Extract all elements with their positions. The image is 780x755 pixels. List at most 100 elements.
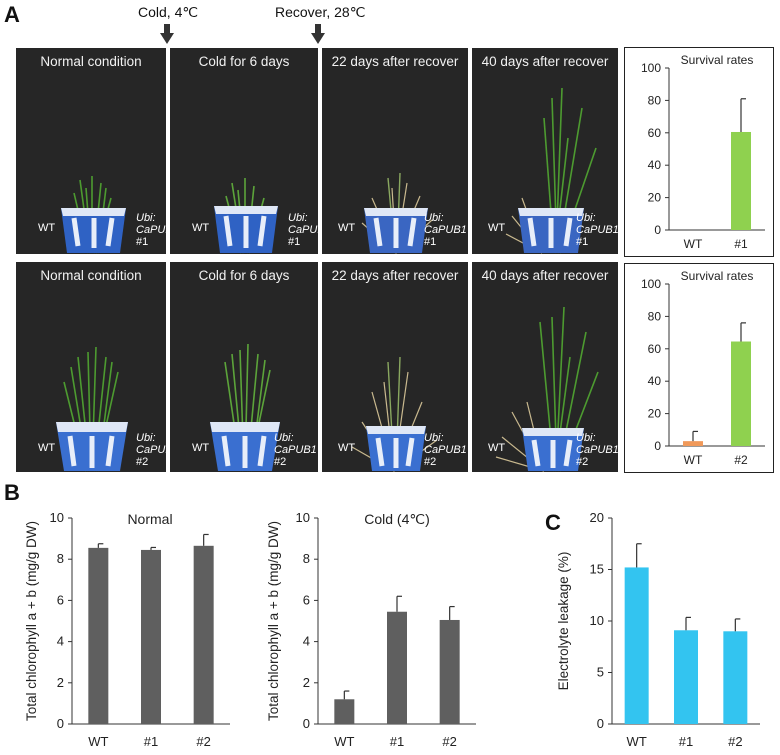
y-tick-label: 80 <box>648 93 662 107</box>
bar <box>731 131 751 230</box>
transgenic-line3: #2 <box>576 456 589 468</box>
y-tick-label: 60 <box>648 126 662 140</box>
transgenic-label: Ubi: CaPUB1 #1 <box>576 212 618 248</box>
transgenic-label: Ubi: CaPUB1 #1 <box>288 212 318 248</box>
y-axis-label: Electrolyte leakage (%) <box>556 552 571 691</box>
bar <box>439 619 460 724</box>
bar <box>683 441 703 446</box>
transgenic-line1: Ubi: <box>424 212 444 224</box>
y-axis-label: Total chlorophyll a + b (mg/g DW) <box>266 521 281 721</box>
survival-rates-chart-2: 0 20 40 60 80 100 Survival rates WT #2 <box>641 269 765 467</box>
wt-label: WT <box>488 222 506 234</box>
transgenic-line2: CaPUB1 <box>424 444 467 456</box>
y-tick-label: 100 <box>641 61 661 75</box>
panel-label-a: A <box>4 2 20 27</box>
transgenic-line3: #2 <box>274 456 287 468</box>
photo-title: Normal condition <box>40 54 142 69</box>
photo-row1-normal: Normal condition WT Ubi: CaPUB1 #1 <box>16 48 166 254</box>
transgenic-line2: CaPUB1 <box>576 444 618 456</box>
rice-plant-image <box>361 172 433 254</box>
photo-title: 40 days after recover <box>481 54 609 69</box>
x-tick-label: #2 <box>734 453 748 467</box>
rice-plant-image <box>61 176 126 254</box>
transgenic-line1: Ubi: <box>424 432 444 444</box>
survival-rates-chart-1: 0 20 40 60 80 100 Survival rates WT #1 <box>641 53 765 251</box>
transgenic-line1: Ubi: <box>576 212 596 224</box>
transgenic-line3: #1 <box>136 236 149 248</box>
bar <box>731 341 751 446</box>
transgenic-line1: Ubi: <box>288 212 308 224</box>
y-tick-label: 10 <box>590 613 604 628</box>
y-tick-label: 6 <box>57 592 64 607</box>
x-tick-label: #1 <box>390 734 404 749</box>
y-tick-label: 8 <box>303 551 310 566</box>
y-tick-label: 10 <box>50 510 64 525</box>
y-tick-label: 2 <box>57 675 64 690</box>
rice-plant-image <box>351 356 438 472</box>
transgenic-label: Ubi: CaPUB1 #2 <box>136 432 166 468</box>
wt-label: WT <box>338 222 356 234</box>
y-tick-label: 0 <box>654 223 661 237</box>
transgenic-label: Ubi: CaPUB1 #2 <box>424 432 467 468</box>
bar <box>334 699 355 724</box>
y-tick-label: 60 <box>648 342 662 356</box>
transgenic-line2: CaPUB1 <box>136 444 166 456</box>
y-tick-label: 5 <box>597 665 604 680</box>
x-tick-label: #1 <box>144 734 158 749</box>
x-tick-label: #2 <box>196 734 210 749</box>
cold-marker-label: Cold, 4℃ <box>138 4 199 20</box>
down-arrow-icon <box>160 24 174 44</box>
panel-label-c: C <box>545 510 561 535</box>
transgenic-line2: CaPUB1 <box>424 224 467 236</box>
bar <box>141 549 161 724</box>
bar <box>674 630 698 724</box>
bar <box>88 547 109 724</box>
photo-row1-cold: Cold for 6 days WT Ubi: CaPUB1 #1 <box>170 48 318 254</box>
transgenic-label: Ubi: CaPUB1 #2 <box>274 432 317 468</box>
survival-chart-1-frame: 0 20 40 60 80 100 Survival rates WT #1 <box>624 47 774 257</box>
rice-plant-image <box>495 306 599 472</box>
transgenic-line2: CaPUB1 <box>136 224 166 236</box>
transgenic-label: Ubi: CaPUB1 #1 <box>136 212 166 248</box>
chlorophyll-normal-chart: 0 2 4 6 8 10 Normal Total chlorophyll a + b (mg… <box>24 510 230 749</box>
transgenic-line1: Ubi: <box>576 432 596 444</box>
y-tick-label: 4 <box>57 634 64 649</box>
transgenic-line3: #1 <box>288 236 301 248</box>
x-tick-label: #1 <box>734 237 748 251</box>
photo-row2-cold: Cold for 6 days WT Ubi: CaPUB1 #2 <box>170 262 318 472</box>
y-tick-label: 10 <box>296 510 310 525</box>
photo-row1-40days: 40 days after recover WT Ubi: CaPUB1 #1 <box>472 48 618 254</box>
recover-marker-label: Recover, 28℃ <box>275 4 366 20</box>
photo-row1-22days: 22 days after recover WT Ubi: CaPUB1 #1 <box>322 48 468 254</box>
panel-label-b: B <box>4 480 20 505</box>
x-tick-label: WT <box>334 734 354 749</box>
transgenic-label: Ubi: CaPUB1 #2 <box>576 432 618 468</box>
survival-chart-2-frame: 0 20 40 60 80 100 Survival rates WT #2 <box>624 263 774 473</box>
photo-row2-normal: Normal condition WT Ubi: CaPUB1 #2 <box>16 262 166 472</box>
transgenic-line1: Ubi: <box>274 432 294 444</box>
rice-plant-image <box>210 343 280 472</box>
photo-title: 40 days after recover <box>481 268 609 283</box>
wt-label: WT <box>38 222 56 234</box>
y-tick-label: 0 <box>57 716 64 731</box>
y-tick-label: 40 <box>648 374 662 388</box>
transgenic-line2: CaPUB1 <box>288 224 318 236</box>
transgenic-line1: Ubi: <box>136 212 156 224</box>
y-tick-label: 0 <box>654 439 661 453</box>
electrolyte-leakage-chart: 0 5 10 15 20 Electrolyte leakage (%) WT #1 #2 <box>556 510 760 749</box>
transgenic-line3: #2 <box>136 456 149 468</box>
photo-row2-40days: 40 days after recover WT Ubi: CaPUB1 #2 <box>472 262 618 472</box>
y-tick-label: 8 <box>57 551 64 566</box>
y-tick-label: 100 <box>641 277 661 291</box>
wt-label: WT <box>192 222 210 234</box>
chart-title: Cold (4℃) <box>364 511 430 527</box>
transgenic-line3: #2 <box>424 456 437 468</box>
chlorophyll-cold-chart: 0 2 4 6 8 10 Cold (4℃) Total chlorophyll a + b … <box>266 510 476 749</box>
wt-label: WT <box>338 442 356 454</box>
y-tick-label: 6 <box>303 592 310 607</box>
transgenic-line2: CaPUB1 <box>274 444 317 456</box>
x-tick-label: #2 <box>728 734 742 749</box>
wt-label: WT <box>488 442 506 454</box>
rice-plant-image <box>505 87 597 254</box>
rice-plant-image <box>56 346 128 472</box>
